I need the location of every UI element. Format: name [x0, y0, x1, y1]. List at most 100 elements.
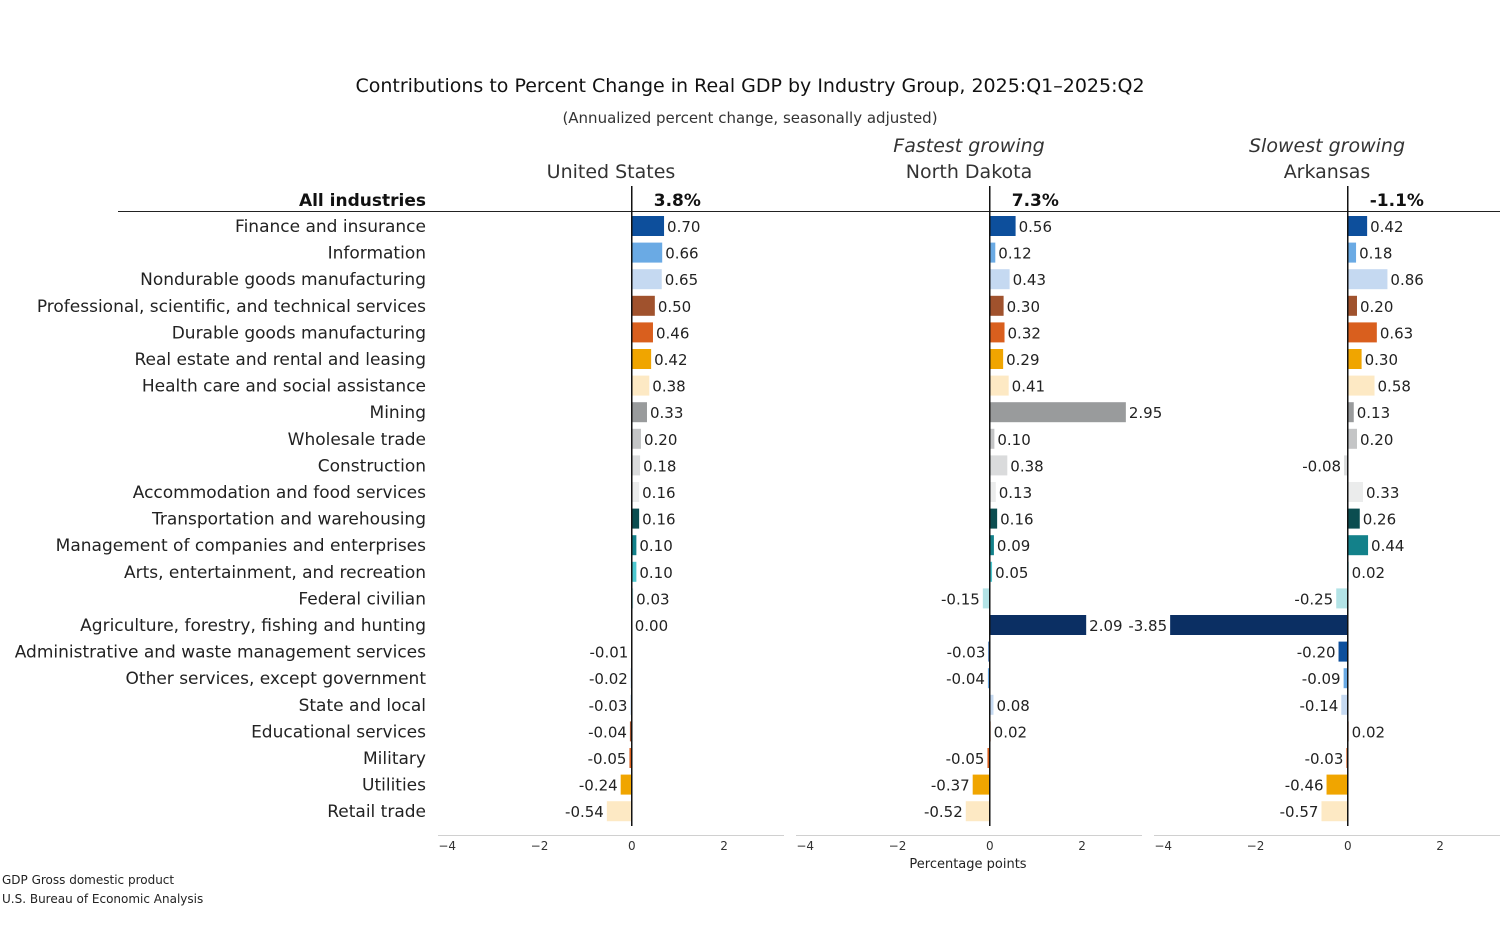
bar	[1347, 349, 1362, 369]
x-tick-label: 0	[986, 839, 994, 853]
bar	[1321, 801, 1348, 822]
panel-total: 7.3%	[1012, 191, 1059, 211]
footnote-source: U.S. Bureau of Economic Analysis	[2, 892, 203, 906]
category-label: Health care and social assistance	[142, 377, 426, 397]
data-label: 0.13	[999, 484, 1032, 502]
bar	[1336, 588, 1348, 609]
data-label: 2.95	[1129, 404, 1162, 422]
data-label: 0.18	[1359, 245, 1392, 263]
data-label: 0.05	[995, 564, 1028, 582]
data-label: 0.02	[1352, 723, 1385, 741]
bar	[629, 721, 632, 742]
data-label: 0.56	[1019, 218, 1052, 236]
panel-heading: Fastest growing	[893, 135, 1044, 157]
bar	[1343, 668, 1348, 689]
data-label: 0.50	[658, 298, 691, 316]
x-tick-label: −2	[1247, 839, 1265, 853]
bar	[989, 615, 1087, 635]
data-label: 0.41	[1012, 378, 1045, 396]
data-label: 0.08	[996, 697, 1029, 715]
bar	[989, 375, 1009, 396]
bar	[989, 295, 1004, 316]
data-label: -0.03	[1305, 750, 1344, 768]
bar	[1347, 242, 1357, 263]
category-labels: Finance and insurance Information Nondurab…	[15, 217, 427, 822]
data-label: 0.43	[1013, 271, 1046, 289]
category-label: Real estate and rental and leasing	[134, 350, 426, 370]
data-label: 0.16	[642, 484, 675, 502]
category-label: Military	[363, 749, 426, 769]
x-tick-label: 2	[1436, 839, 1444, 853]
bar	[631, 561, 637, 582]
bar	[1170, 615, 1348, 635]
data-label: 0.65	[665, 271, 698, 289]
category-label: Accommodation and food services	[133, 483, 426, 503]
data-label: 0.70	[667, 218, 700, 236]
bar	[1326, 774, 1348, 795]
data-label: 0.63	[1380, 324, 1413, 342]
category-label: Other services, except government	[126, 669, 427, 689]
bar	[1347, 295, 1357, 316]
bar	[631, 322, 653, 343]
bar	[631, 535, 637, 556]
category-label: State and local	[299, 696, 426, 716]
bar	[989, 694, 994, 715]
data-label: 0.30	[1365, 351, 1398, 369]
panel-heading: Slowest growing	[1249, 135, 1405, 157]
chart-title: Contributions to Percent Change in Real …	[355, 75, 1144, 97]
bar	[1347, 375, 1375, 396]
data-label: 0.26	[1363, 511, 1396, 529]
bar	[989, 322, 1005, 343]
data-label: -0.01	[589, 644, 628, 662]
bar	[989, 482, 996, 502]
bar	[629, 748, 632, 768]
bar	[1347, 535, 1369, 556]
bar	[1347, 322, 1377, 343]
panel-state-name: United States	[547, 161, 676, 183]
data-label: 0.38	[652, 378, 685, 396]
bar	[1341, 694, 1348, 715]
data-label: -0.05	[588, 750, 627, 768]
data-label: 0.00	[635, 617, 668, 635]
x-tick-label: 2	[1078, 839, 1086, 853]
x-tick-label: −2	[889, 839, 907, 853]
data-label: -0.20	[1297, 644, 1336, 662]
category-label: Construction	[318, 456, 426, 476]
data-label: 0.42	[654, 351, 687, 369]
data-label: 0.02	[994, 723, 1027, 741]
data-label: 0.33	[650, 404, 683, 422]
bar	[987, 748, 990, 768]
data-label: 0.16	[1000, 511, 1033, 529]
data-label: 0.20	[644, 431, 677, 449]
panel-united-states: United States 3.8% 0.70 0.66 0.65 0.50 0.46 0.4…	[438, 161, 784, 853]
data-label: -0.14	[1299, 697, 1338, 715]
category-label: Transportation and warehousing	[151, 510, 426, 530]
panel-state-name: Arkansas	[1284, 161, 1371, 183]
bar	[1344, 455, 1348, 476]
data-label: 0.38	[1010, 457, 1043, 475]
bar	[631, 375, 650, 396]
all-industries-label: All industries	[299, 191, 426, 211]
bar	[965, 801, 990, 822]
data-label: -0.54	[565, 803, 604, 821]
bar	[631, 242, 663, 263]
bar	[631, 402, 647, 423]
category-label: Arts, entertainment, and recreation	[124, 563, 426, 583]
category-label: Nondurable goods manufacturing	[140, 270, 426, 290]
data-label: 2.09	[1089, 617, 1122, 635]
data-label: -0.37	[931, 777, 970, 795]
bar	[989, 349, 1004, 369]
bar	[620, 774, 632, 795]
bar	[1338, 641, 1348, 662]
panel-state-name: North Dakota	[906, 161, 1033, 183]
x-tick-label: −4	[438, 839, 456, 853]
data-label: 0.03	[636, 590, 669, 608]
data-label: 0.18	[643, 457, 676, 475]
bar	[1347, 482, 1363, 502]
bar	[989, 561, 993, 582]
data-label: 0.09	[997, 537, 1030, 555]
bar	[989, 428, 995, 449]
bar	[631, 482, 640, 502]
data-label: 0.86	[1390, 271, 1423, 289]
